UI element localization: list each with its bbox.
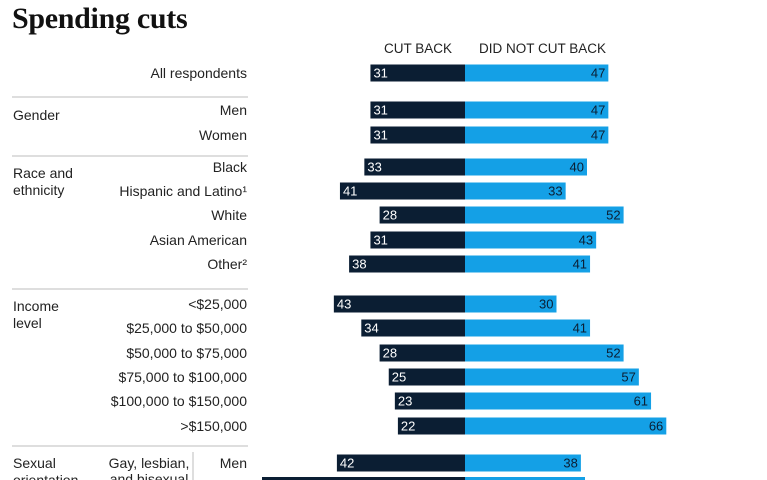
value-label-cut-back: 31 xyxy=(373,66,387,81)
group-label: ethnicity xyxy=(13,182,64,198)
subgroup-label: and bisexual xyxy=(110,471,189,480)
bar-did-not-cut-back xyxy=(465,392,652,410)
bar-did-not-cut-back xyxy=(465,64,609,82)
value-label-did-not-cut-back: 52 xyxy=(606,346,620,361)
row-label: Men xyxy=(220,455,247,471)
value-label-cut-back: 38 xyxy=(352,257,366,272)
bar-cut-back xyxy=(397,417,465,435)
group-label: Income xyxy=(13,298,59,314)
row-label: White xyxy=(211,207,247,223)
value-label-cut-back: 33 xyxy=(367,160,381,175)
value-label-did-not-cut-back: 41 xyxy=(573,257,587,272)
row-label: Hispanic and Latino¹ xyxy=(119,183,247,199)
value-label-cut-back: 31 xyxy=(373,233,387,248)
group-label: Sexual xyxy=(13,455,56,471)
bar-did-not-cut-back xyxy=(465,206,624,224)
value-label-cut-back: 23 xyxy=(398,394,412,409)
bar-did-not-cut-back xyxy=(465,295,557,313)
column-header-cut-back: CUT BACK xyxy=(384,41,453,56)
bar-cut-back xyxy=(336,454,465,472)
bar-did-not-cut-back xyxy=(465,182,566,200)
value-label-did-not-cut-back: 47 xyxy=(591,103,605,118)
value-label-did-not-cut-back: 47 xyxy=(591,128,605,143)
bar-did-not-cut-back xyxy=(465,126,609,144)
subgroup-label: Gay, lesbian, xyxy=(109,455,190,471)
value-label-cut-back: 34 xyxy=(364,321,378,336)
bar-did-not-cut-back xyxy=(465,368,639,386)
bar-cut-back xyxy=(370,64,465,82)
row-label: $100,000 to $150,000 xyxy=(111,393,247,409)
bar-cut-back-cropped xyxy=(262,477,465,480)
row-label: $50,000 to $75,000 xyxy=(126,345,247,361)
value-label-cut-back: 28 xyxy=(383,208,397,223)
value-label-cut-back: 25 xyxy=(392,370,406,385)
bar-did-not-cut-back-cropped xyxy=(465,477,585,480)
group-label: Gender xyxy=(13,107,60,123)
bar-cut-back xyxy=(349,255,465,273)
row-label: $75,000 to $100,000 xyxy=(119,369,248,385)
group-label: level xyxy=(13,315,42,331)
bar-cut-back xyxy=(394,392,465,410)
value-label-did-not-cut-back: 52 xyxy=(606,208,620,223)
value-label-cut-back: 41 xyxy=(343,184,357,199)
bar-did-not-cut-back xyxy=(465,417,667,435)
value-label-did-not-cut-back: 47 xyxy=(591,66,605,81)
bar-cut-back xyxy=(364,158,465,176)
bar-did-not-cut-back xyxy=(465,101,609,119)
value-label-cut-back: 28 xyxy=(383,346,397,361)
bar-cut-back xyxy=(370,101,465,119)
bar-cut-back xyxy=(370,126,465,144)
row-label: Black xyxy=(213,159,248,175)
value-label-did-not-cut-back: 61 xyxy=(634,394,648,409)
row-label: <$25,000 xyxy=(188,296,247,312)
group-label: Race and xyxy=(13,165,73,181)
bar-cut-back xyxy=(379,206,465,224)
row-label: Asian American xyxy=(150,232,247,248)
row-label: $25,000 to $50,000 xyxy=(126,320,247,336)
value-label-did-not-cut-back: 40 xyxy=(570,160,584,175)
value-label-cut-back: 22 xyxy=(401,419,415,434)
value-label-cut-back: 42 xyxy=(340,456,354,471)
value-label-did-not-cut-back: 66 xyxy=(649,419,663,434)
bar-cut-back xyxy=(361,319,465,337)
bar-did-not-cut-back xyxy=(465,454,581,472)
bar-did-not-cut-back xyxy=(465,344,624,362)
row-label: Other² xyxy=(207,256,247,272)
value-label-did-not-cut-back: 38 xyxy=(563,456,577,471)
value-label-did-not-cut-back: 33 xyxy=(548,184,562,199)
row-label: Women xyxy=(199,127,247,143)
value-label-did-not-cut-back: 41 xyxy=(573,321,587,336)
bar-cut-back xyxy=(333,295,465,313)
row-label: All respondents xyxy=(150,65,247,81)
row-label: >$150,000 xyxy=(180,418,247,434)
bar-cut-back xyxy=(370,231,465,249)
chart-title: Spending cuts xyxy=(12,2,188,35)
bar-cut-back xyxy=(388,368,465,386)
bar-cut-back xyxy=(339,182,465,200)
bar-cut-back xyxy=(379,344,465,362)
value-label-did-not-cut-back: 43 xyxy=(579,233,593,248)
bar-did-not-cut-back xyxy=(465,255,591,273)
bar-did-not-cut-back xyxy=(465,319,591,337)
row-label: Men xyxy=(220,102,247,118)
value-label-cut-back: 31 xyxy=(373,128,387,143)
value-label-did-not-cut-back: 57 xyxy=(621,370,635,385)
column-header-did-not-cut-back: DID NOT CUT BACK xyxy=(479,41,607,56)
bar-did-not-cut-back xyxy=(465,158,587,176)
group-label: orientation xyxy=(13,472,78,480)
value-label-did-not-cut-back: 30 xyxy=(539,297,553,312)
value-label-cut-back: 31 xyxy=(373,103,387,118)
bar-did-not-cut-back xyxy=(465,231,597,249)
value-label-cut-back: 43 xyxy=(337,297,351,312)
